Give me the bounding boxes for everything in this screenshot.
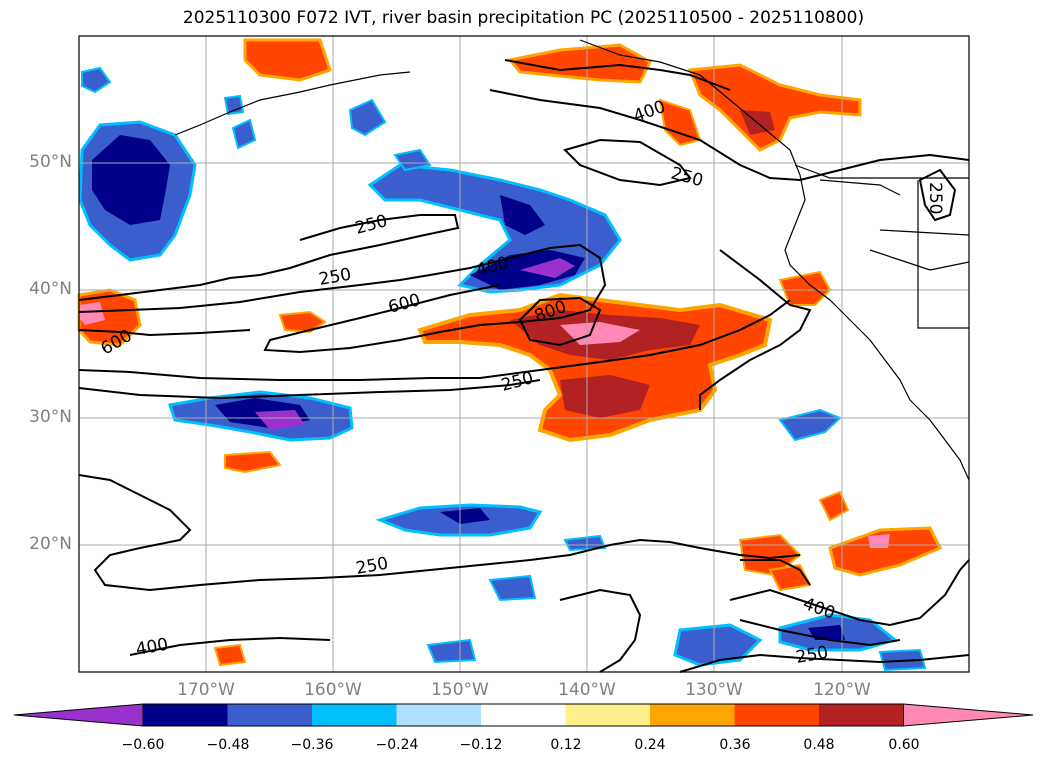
colorbar-segment: [565, 704, 651, 726]
colorbar-border: [142, 703, 904, 727]
lon-label-160w: 160°W: [304, 680, 362, 700]
colorbar-segment: [143, 704, 228, 726]
lon-label-150w: 150°W: [431, 680, 489, 700]
lat-label-50n: 50°N: [29, 152, 72, 172]
colorbar-tick-label: −0.48: [206, 737, 250, 753]
lon-label-130w: 130°W: [685, 680, 743, 700]
lon-label-140w: 140°W: [558, 680, 616, 700]
colorbar-tick-label: 0.12: [550, 737, 582, 753]
colorbar-tick-label: −0.12: [459, 737, 503, 753]
graticule: [79, 36, 969, 672]
colorbar-segment: [312, 704, 397, 726]
lat-label-20n: 20°N: [29, 534, 72, 554]
colorbar-segment: [396, 704, 482, 726]
colorbar-segment: [481, 704, 566, 726]
ivt-contours: [78, 59, 970, 673]
map-title: 2025110300 F072 IVT, river basin precipi…: [182, 8, 865, 28]
colorbar-tick-label: −0.36: [290, 737, 334, 753]
colorbar-tick-label: 0.48: [803, 737, 835, 753]
coastlines: [174, 39, 970, 481]
lat-label-40n: 40°N: [29, 279, 72, 299]
colorbar-segment: [650, 704, 735, 726]
colorbar-tick-label: 0.60: [888, 737, 920, 753]
map-panel: 400 250 250 400 250 600 600 800 250 250 …: [77, 35, 970, 673]
colorbar-tick-label: −0.60: [121, 737, 165, 753]
colorbar-tick-label: −0.24: [375, 737, 419, 753]
lon-label-120w: 120°W: [813, 680, 871, 700]
colorbar-tick-label: 0.24: [634, 737, 666, 753]
colorbar-segment: [734, 704, 820, 726]
lon-label-170w: 170°W: [177, 680, 235, 700]
precip-anomaly-shading: [77, 38, 943, 672]
colorbar-segments: [13, 703, 1034, 727]
colorbar-extend-min: [13, 703, 144, 727]
colorbar-segment: [819, 704, 904, 726]
colorbar-segment: [227, 704, 313, 726]
colorbar-extend-max: [903, 703, 1034, 727]
colorbar-tick-label: 0.36: [719, 737, 751, 753]
contour-label: 250: [925, 182, 945, 214]
lat-label-30n: 30°N: [29, 407, 72, 427]
